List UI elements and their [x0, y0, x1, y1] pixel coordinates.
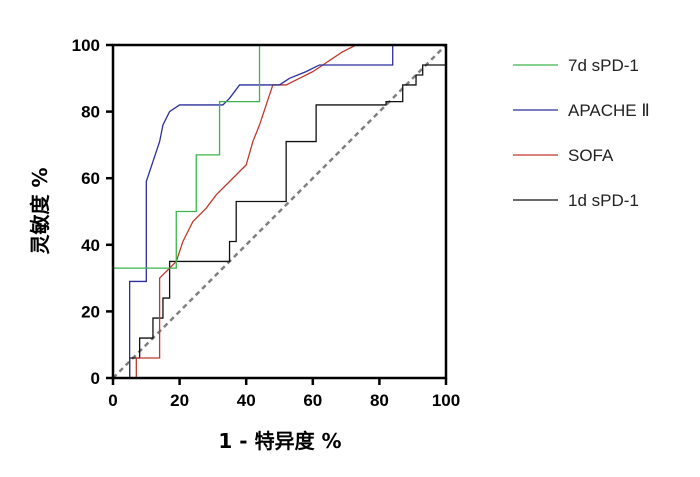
series-line-7d-sPD-1: [112, 44, 446, 378]
x-tick-label: 20: [170, 391, 189, 410]
series-line-1d-sPD-1: [113, 64, 446, 379]
y-tick-label: 0: [91, 369, 100, 388]
legend-label: APACHE Ⅱ: [568, 101, 650, 120]
x-tick-label: 0: [108, 391, 117, 410]
legend-label: 1d sPD-1: [568, 191, 639, 210]
plot-area: [112, 44, 447, 379]
x-tick-label: 40: [237, 391, 256, 410]
legend: 7d sPD-1 APACHE Ⅱ SOFA 1d sPD-1: [513, 56, 650, 210]
x-tick-label: 60: [303, 391, 322, 410]
y-axis-title: 灵敏度 %: [28, 167, 52, 254]
reference-diagonal: [112, 44, 447, 379]
plot-frame: [111, 43, 448, 380]
axes: 0 20 40 60 80 100 0 20 40 60 80 100: [72, 36, 461, 410]
x-tick-label: 80: [370, 391, 389, 410]
y-tick-label: 60: [81, 169, 100, 188]
y-tick-label: 40: [81, 236, 100, 255]
y-tick-label: 20: [81, 302, 100, 321]
x-tick-label: 100: [432, 391, 460, 410]
legend-label: SOFA: [568, 146, 614, 165]
y-tick-label: 80: [81, 103, 100, 122]
legend-label: 7d sPD-1: [568, 56, 639, 75]
series-line-APACHE-Ⅱ: [128, 44, 446, 378]
x-axis-title: 1 - 特异度 %: [218, 429, 341, 453]
y-tick-label: 100: [72, 36, 100, 55]
